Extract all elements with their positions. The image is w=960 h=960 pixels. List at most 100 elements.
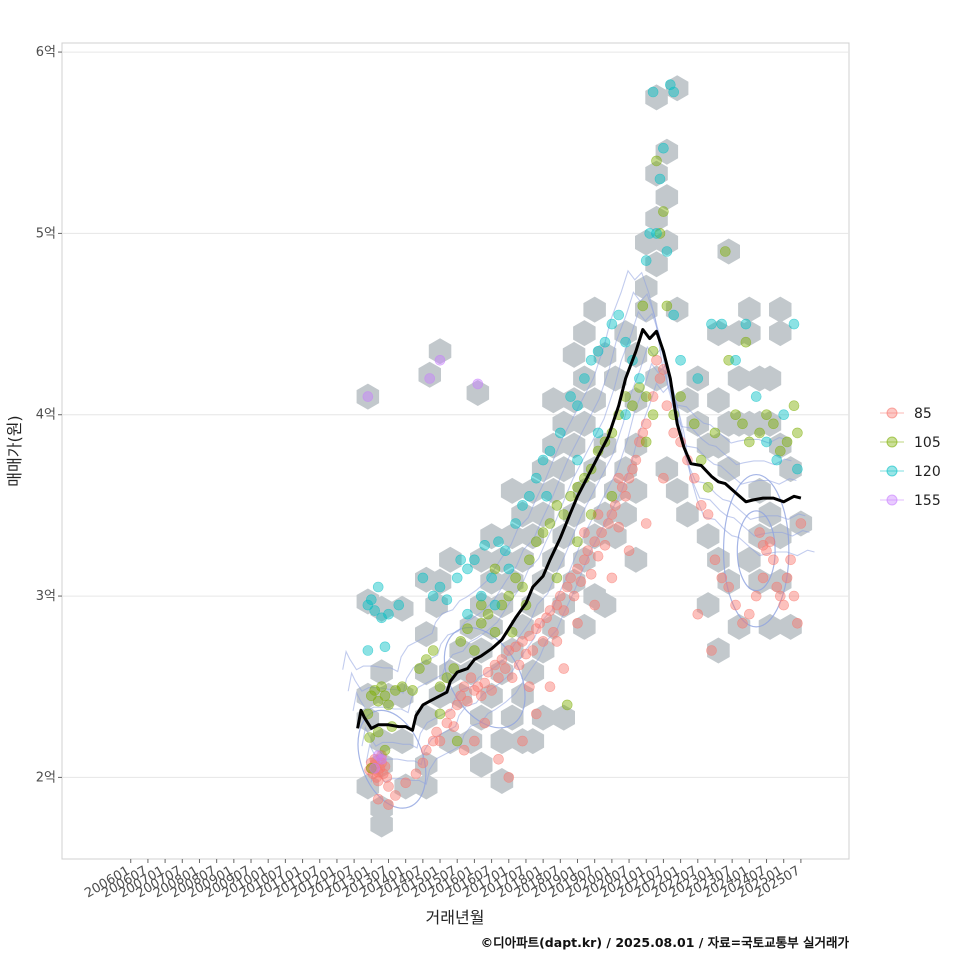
data-point-85 <box>702 509 714 520</box>
data-point-85 <box>503 772 515 783</box>
hex-bin <box>562 432 586 459</box>
data-point-120 <box>654 173 666 185</box>
data-point-85 <box>524 630 535 642</box>
data-point-105 <box>781 436 793 448</box>
data-point-105 <box>634 382 645 393</box>
data-point-85 <box>774 590 786 602</box>
data-point-120 <box>675 354 686 366</box>
data-point-85 <box>479 717 491 729</box>
data-point-120 <box>393 599 405 611</box>
hex-bin <box>470 592 493 619</box>
hex-bin <box>779 456 802 483</box>
hex-bin <box>593 592 617 619</box>
hex-bin <box>531 456 555 483</box>
hex-bin <box>665 296 689 323</box>
data-point-85 <box>640 518 652 529</box>
data-point-85 <box>499 663 511 674</box>
data-point-120 <box>486 572 497 584</box>
data-point-85 <box>472 681 484 693</box>
hex-bin <box>459 659 483 686</box>
hex-bin <box>459 728 483 755</box>
data-point-85 <box>668 427 680 439</box>
data-point-85 <box>589 536 601 548</box>
data-point-120 <box>771 454 783 466</box>
hex-bin <box>583 387 606 414</box>
data-point-105 <box>627 400 638 412</box>
data-point-120 <box>455 554 467 566</box>
data-point-120 <box>658 142 669 154</box>
hex-bin <box>480 682 503 709</box>
data-point-120 <box>730 354 741 366</box>
data-point-85 <box>479 677 491 689</box>
data-point-85 <box>565 572 576 584</box>
data-point-105 <box>761 409 772 421</box>
legend-key-dot <box>886 436 898 448</box>
hex-bin <box>428 568 452 595</box>
data-point-120 <box>475 590 487 602</box>
data-point-105 <box>537 527 549 538</box>
data-point-120 <box>489 599 501 611</box>
data-point-85 <box>475 690 487 702</box>
density-contour <box>736 510 776 592</box>
data-point-85 <box>410 768 422 780</box>
data-point-85 <box>469 735 480 747</box>
data-point-85 <box>544 605 556 616</box>
density-contour-band <box>347 291 792 694</box>
data-point-85 <box>458 681 470 693</box>
data-point-105 <box>565 490 576 502</box>
data-point-105 <box>640 436 652 448</box>
legend-label-120: 120 <box>914 464 941 480</box>
data-point-105 <box>469 645 480 656</box>
data-point-85 <box>444 708 456 720</box>
data-point-105 <box>383 699 394 711</box>
data-point-120 <box>634 373 645 384</box>
data-point-85 <box>620 490 631 502</box>
data-point-120 <box>651 228 662 239</box>
hex-bin <box>470 751 493 778</box>
hex-bin <box>480 568 503 595</box>
data-point-85 <box>785 554 796 566</box>
data-point-120 <box>524 490 535 502</box>
data-point-105 <box>489 626 501 638</box>
y-axis-ticks: 2억 3억 4억 5억 6억 <box>36 45 62 785</box>
data-point-105 <box>561 699 573 711</box>
y-tick-label: 2억 <box>36 770 56 785</box>
data-point-120 <box>451 572 463 584</box>
data-point-105 <box>737 418 748 430</box>
data-point-85 <box>778 599 790 611</box>
data-point-120 <box>606 318 618 330</box>
data-point-85 <box>513 659 525 671</box>
data-point-85 <box>534 617 546 629</box>
hex-bin <box>439 728 462 755</box>
hex-bin <box>531 637 555 664</box>
data-point-85 <box>623 545 635 557</box>
data-point-85 <box>606 509 618 520</box>
data-point-105 <box>475 617 487 629</box>
hex-bin <box>391 728 414 755</box>
data-point-85 <box>383 781 394 792</box>
data-point-85 <box>383 799 394 810</box>
hex-bin <box>466 380 490 406</box>
data-point-85 <box>551 636 563 647</box>
data-point-120 <box>462 563 473 575</box>
data-point-120 <box>706 318 717 330</box>
data-point-85 <box>768 554 779 566</box>
data-point-105 <box>572 536 583 548</box>
data-point-105 <box>792 427 803 439</box>
data-point-85 <box>792 617 803 629</box>
hex-bin <box>604 365 627 392</box>
data-point-155 <box>362 391 374 402</box>
data-point-105 <box>455 636 467 647</box>
data-point-105 <box>482 608 494 620</box>
data-point-105 <box>390 685 401 696</box>
hex-bin <box>573 320 596 347</box>
x-axis-title: 거래년월 <box>426 908 485 927</box>
hex-bin <box>696 592 720 619</box>
hex-bin <box>645 160 668 187</box>
density-contour-band <box>370 382 815 785</box>
hex-bin <box>758 410 782 437</box>
data-point-105 <box>379 690 391 702</box>
data-point-85 <box>486 685 497 696</box>
hex-bin <box>542 613 565 640</box>
data-point-85 <box>771 581 783 593</box>
